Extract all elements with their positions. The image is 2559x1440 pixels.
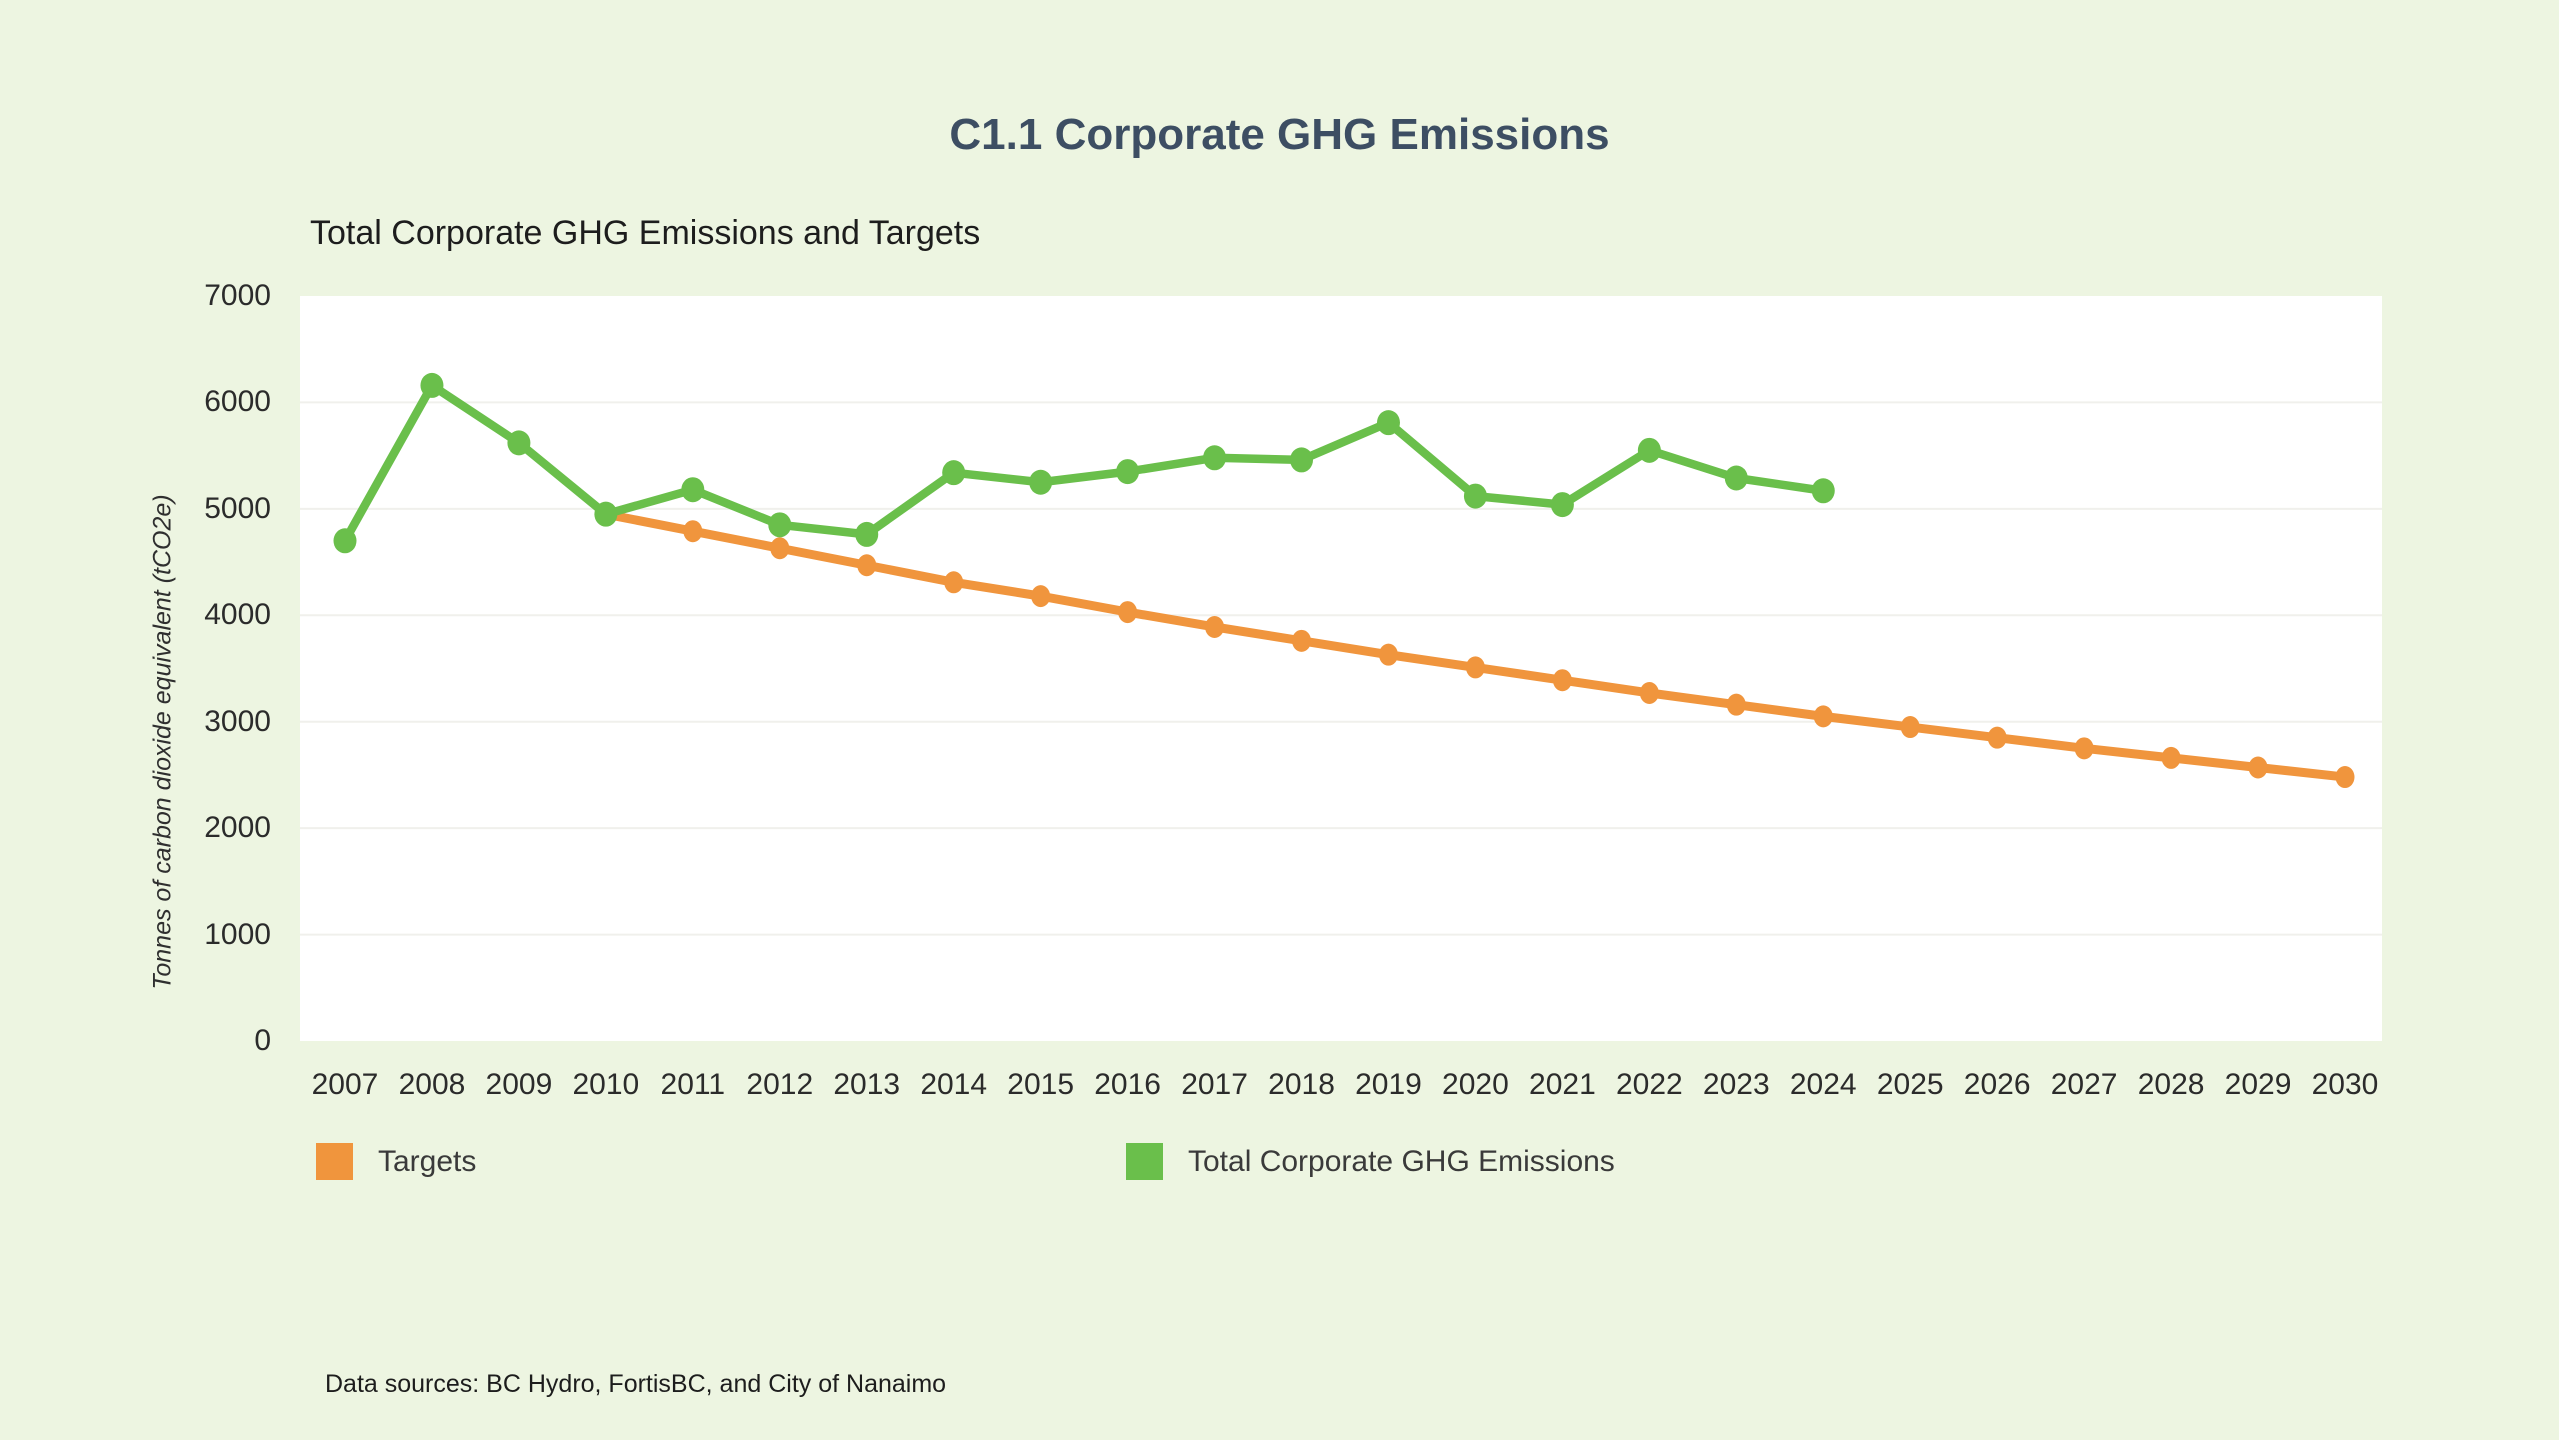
x-tick-label: 2022: [1615, 1068, 1683, 1101]
x-tick-label: 2023: [1702, 1068, 1770, 1101]
x-tick-label: 2012: [746, 1068, 814, 1101]
x-tick-label: 2027: [2050, 1068, 2118, 1101]
x-tick-label: 2007: [311, 1068, 379, 1101]
y-tick-label: 6000: [204, 385, 271, 419]
chart-title: Total Corporate GHG Emissions and Target…: [310, 214, 981, 252]
x-tick-label: 2009: [485, 1068, 553, 1101]
x-tick-label: 2015: [1007, 1068, 1075, 1101]
x-tick-label: 2013: [833, 1068, 901, 1101]
x-tick-label: 2029: [2224, 1068, 2292, 1101]
y-tick-label: 2000: [204, 811, 271, 845]
x-tick-label: 2014: [920, 1068, 988, 1101]
x-tick-label: 2024: [1789, 1068, 1857, 1101]
y-tick-label: 7000: [204, 279, 271, 312]
y-tick-label: 1000: [204, 917, 271, 951]
legend-swatch-targets: [316, 1143, 353, 1180]
x-tick-label: 2026: [1963, 1068, 2031, 1101]
x-tick-label: 2028: [2137, 1068, 2205, 1101]
x-tick-label: 2018: [1268, 1068, 1335, 1101]
x-tick-label: 2016: [1094, 1068, 1161, 1101]
data-sources-note: Data sources: BC Hydro, FortisBC, and Ci…: [325, 1370, 947, 1398]
x-tick-label: 2010: [572, 1068, 640, 1101]
legend-swatch-emissions: [1126, 1143, 1163, 1180]
legend-label-emissions: Total Corporate GHG Emissions: [1188, 1145, 1615, 1178]
x-tick-label: 2011: [660, 1068, 726, 1101]
page-title: C1.1 Corporate GHG Emissions: [949, 110, 1610, 159]
y-tick-label: 5000: [204, 491, 271, 525]
x-tick-label: 2017: [1181, 1068, 1248, 1101]
y-tick-label: 4000: [204, 598, 271, 632]
legend-label-targets: Targets: [378, 1145, 477, 1178]
x-tick-label: 2008: [398, 1068, 466, 1101]
x-tick-label: 2021: [1529, 1068, 1596, 1101]
x-tick-label: 2019: [1355, 1068, 1422, 1101]
x-tick-label: 2025: [1876, 1068, 1944, 1101]
x-tick-label: 2030: [2311, 1068, 2379, 1101]
y-tick-label: 0: [254, 1024, 271, 1057]
x-tick-label: 2020: [1442, 1068, 1509, 1101]
y-tick-label: 3000: [204, 704, 271, 738]
